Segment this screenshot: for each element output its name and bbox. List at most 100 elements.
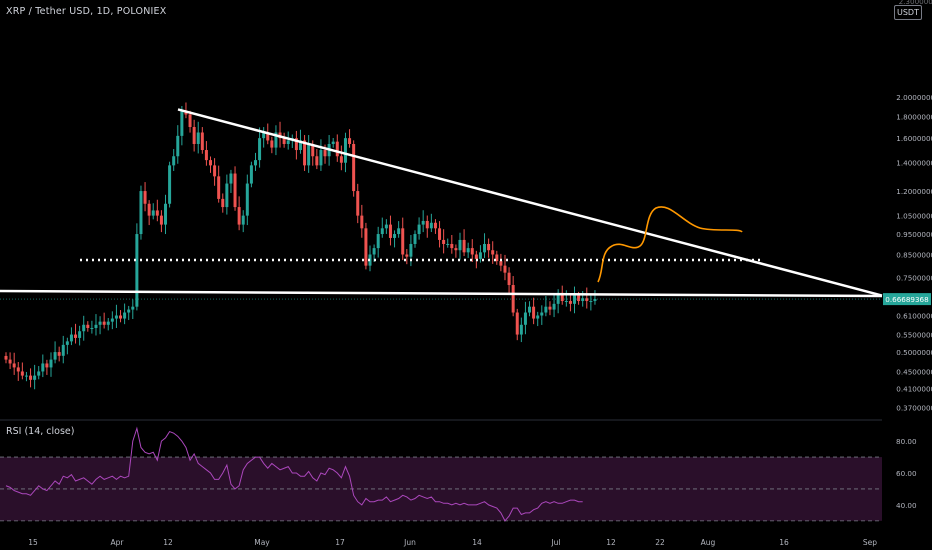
candle-body xyxy=(503,265,507,273)
candle-body xyxy=(438,228,442,240)
x-tick-label: Jun xyxy=(403,538,416,547)
x-tick-label: Sep xyxy=(863,538,877,547)
candle-body xyxy=(393,234,397,238)
candle-body xyxy=(172,156,176,166)
candle-body xyxy=(135,234,139,307)
candle-body xyxy=(450,243,454,249)
candle-body xyxy=(568,301,572,304)
x-tick-label: 12 xyxy=(606,538,616,547)
candle-body xyxy=(589,301,593,303)
rsi-tick-label: 80.00 xyxy=(896,437,917,446)
candle-body xyxy=(466,248,470,253)
candle-body xyxy=(192,127,196,144)
price-tick-label: 2.00000000 xyxy=(896,93,932,102)
candle-body xyxy=(364,228,368,266)
candle-body xyxy=(123,312,127,319)
candle-body xyxy=(86,324,90,328)
candle-body xyxy=(188,114,192,128)
candle-body xyxy=(258,138,262,161)
candle-body xyxy=(515,312,519,335)
candle-body xyxy=(417,224,421,235)
candle-body xyxy=(552,303,556,310)
last-price-label: 0.66689368 xyxy=(885,295,929,304)
candle-body xyxy=(200,132,204,151)
candle-body xyxy=(487,243,491,251)
price-tick-label: 1.40000000 xyxy=(896,159,932,168)
rsi-tick-label: 40.00 xyxy=(896,501,917,510)
candle-body xyxy=(209,160,212,166)
candle-body xyxy=(454,248,458,251)
candle-body xyxy=(593,299,597,302)
price-tick-label: 0.41000000 xyxy=(896,385,932,394)
candle-body xyxy=(507,272,511,286)
candle-body xyxy=(225,183,229,208)
candle-body xyxy=(37,371,41,376)
candle-body xyxy=(82,324,86,332)
candle-body xyxy=(577,295,581,302)
candle-body xyxy=(388,224,392,238)
candle-body xyxy=(413,234,417,244)
candle-body xyxy=(131,306,135,310)
price-tick-label: 0.75000000 xyxy=(896,274,932,283)
candle-body xyxy=(425,220,429,229)
candle-body xyxy=(401,228,405,255)
candle-body xyxy=(266,132,270,141)
candle-body xyxy=(41,363,45,372)
candle-body xyxy=(581,298,585,302)
support-line xyxy=(0,289,883,298)
candle-body xyxy=(249,165,253,184)
x-tick-label: Aug xyxy=(701,538,716,547)
candle-body xyxy=(90,327,94,329)
candle-body xyxy=(478,252,482,259)
chart-title: XRP / Tether USD, 1D, POLONIEX xyxy=(6,6,167,17)
projection-path xyxy=(597,206,743,283)
candle-body xyxy=(119,315,123,319)
candle-body xyxy=(110,318,114,322)
price-tick-label: 0.95000000 xyxy=(896,230,932,239)
candle-body xyxy=(213,165,217,177)
candle-body xyxy=(495,254,499,262)
candle-body xyxy=(311,143,315,157)
candle-body xyxy=(57,352,61,356)
x-tick-label: Apr xyxy=(111,538,125,547)
rsi-label: RSI (14, close) xyxy=(6,426,75,437)
currency-button[interactable]: USDT xyxy=(894,5,922,20)
candle-body xyxy=(168,165,172,204)
candle-body xyxy=(376,234,380,249)
x-tick-label: 15 xyxy=(28,538,38,547)
candle-body xyxy=(143,191,147,204)
candle-body xyxy=(253,160,257,166)
candle-body xyxy=(585,298,589,302)
candle-body xyxy=(470,248,474,255)
candle-body xyxy=(462,239,466,253)
candle-body xyxy=(331,141,335,144)
rsi-tick-label: 60.00 xyxy=(896,469,917,478)
candle-body xyxy=(286,140,290,144)
price-tick-label: 1.05000000 xyxy=(896,212,932,221)
candle-body xyxy=(127,309,131,313)
candle-body xyxy=(184,111,188,115)
price-tick-label: 1.60000000 xyxy=(896,134,932,143)
candle-body xyxy=(245,183,249,216)
candle-body xyxy=(343,138,347,163)
candle-body xyxy=(20,371,24,376)
x-tick-label: May xyxy=(254,538,270,547)
candle-body xyxy=(155,210,159,216)
x-tick-label: 14 xyxy=(472,538,482,547)
candle-body xyxy=(560,292,564,302)
candle-body xyxy=(180,111,184,136)
rsi-line xyxy=(5,426,583,522)
candle-body xyxy=(523,312,527,325)
candle-body xyxy=(556,292,560,304)
x-tick-label: 12 xyxy=(163,538,173,547)
candle-body xyxy=(78,331,82,338)
candle-body xyxy=(544,306,548,313)
candle-body xyxy=(298,140,302,151)
x-tick-label: 17 xyxy=(335,538,345,547)
candle-body xyxy=(352,143,356,192)
x-tick-label: 22 xyxy=(655,538,665,547)
candle-body xyxy=(360,215,364,229)
candle-body xyxy=(24,375,28,377)
candle-body xyxy=(356,191,360,216)
